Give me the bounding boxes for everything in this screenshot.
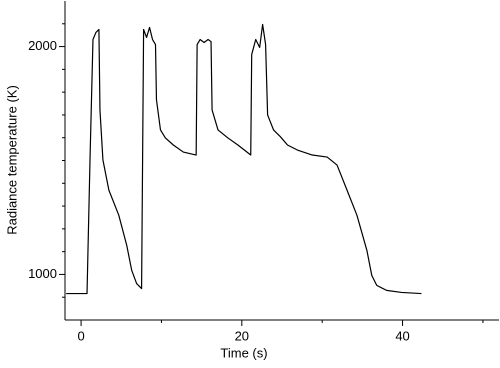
x-tick-label: 20 [235,328,249,343]
y-axis-label: Radiance temperature (K) [4,85,19,235]
x-tick-label: 40 [395,328,409,343]
x-tick-label: 0 [77,328,84,343]
x-axis-label: Time (s) [220,345,267,360]
y-tick-label: 2000 [28,38,57,53]
y-tick-label: 1000 [28,266,57,281]
data-line [66,23,422,295]
